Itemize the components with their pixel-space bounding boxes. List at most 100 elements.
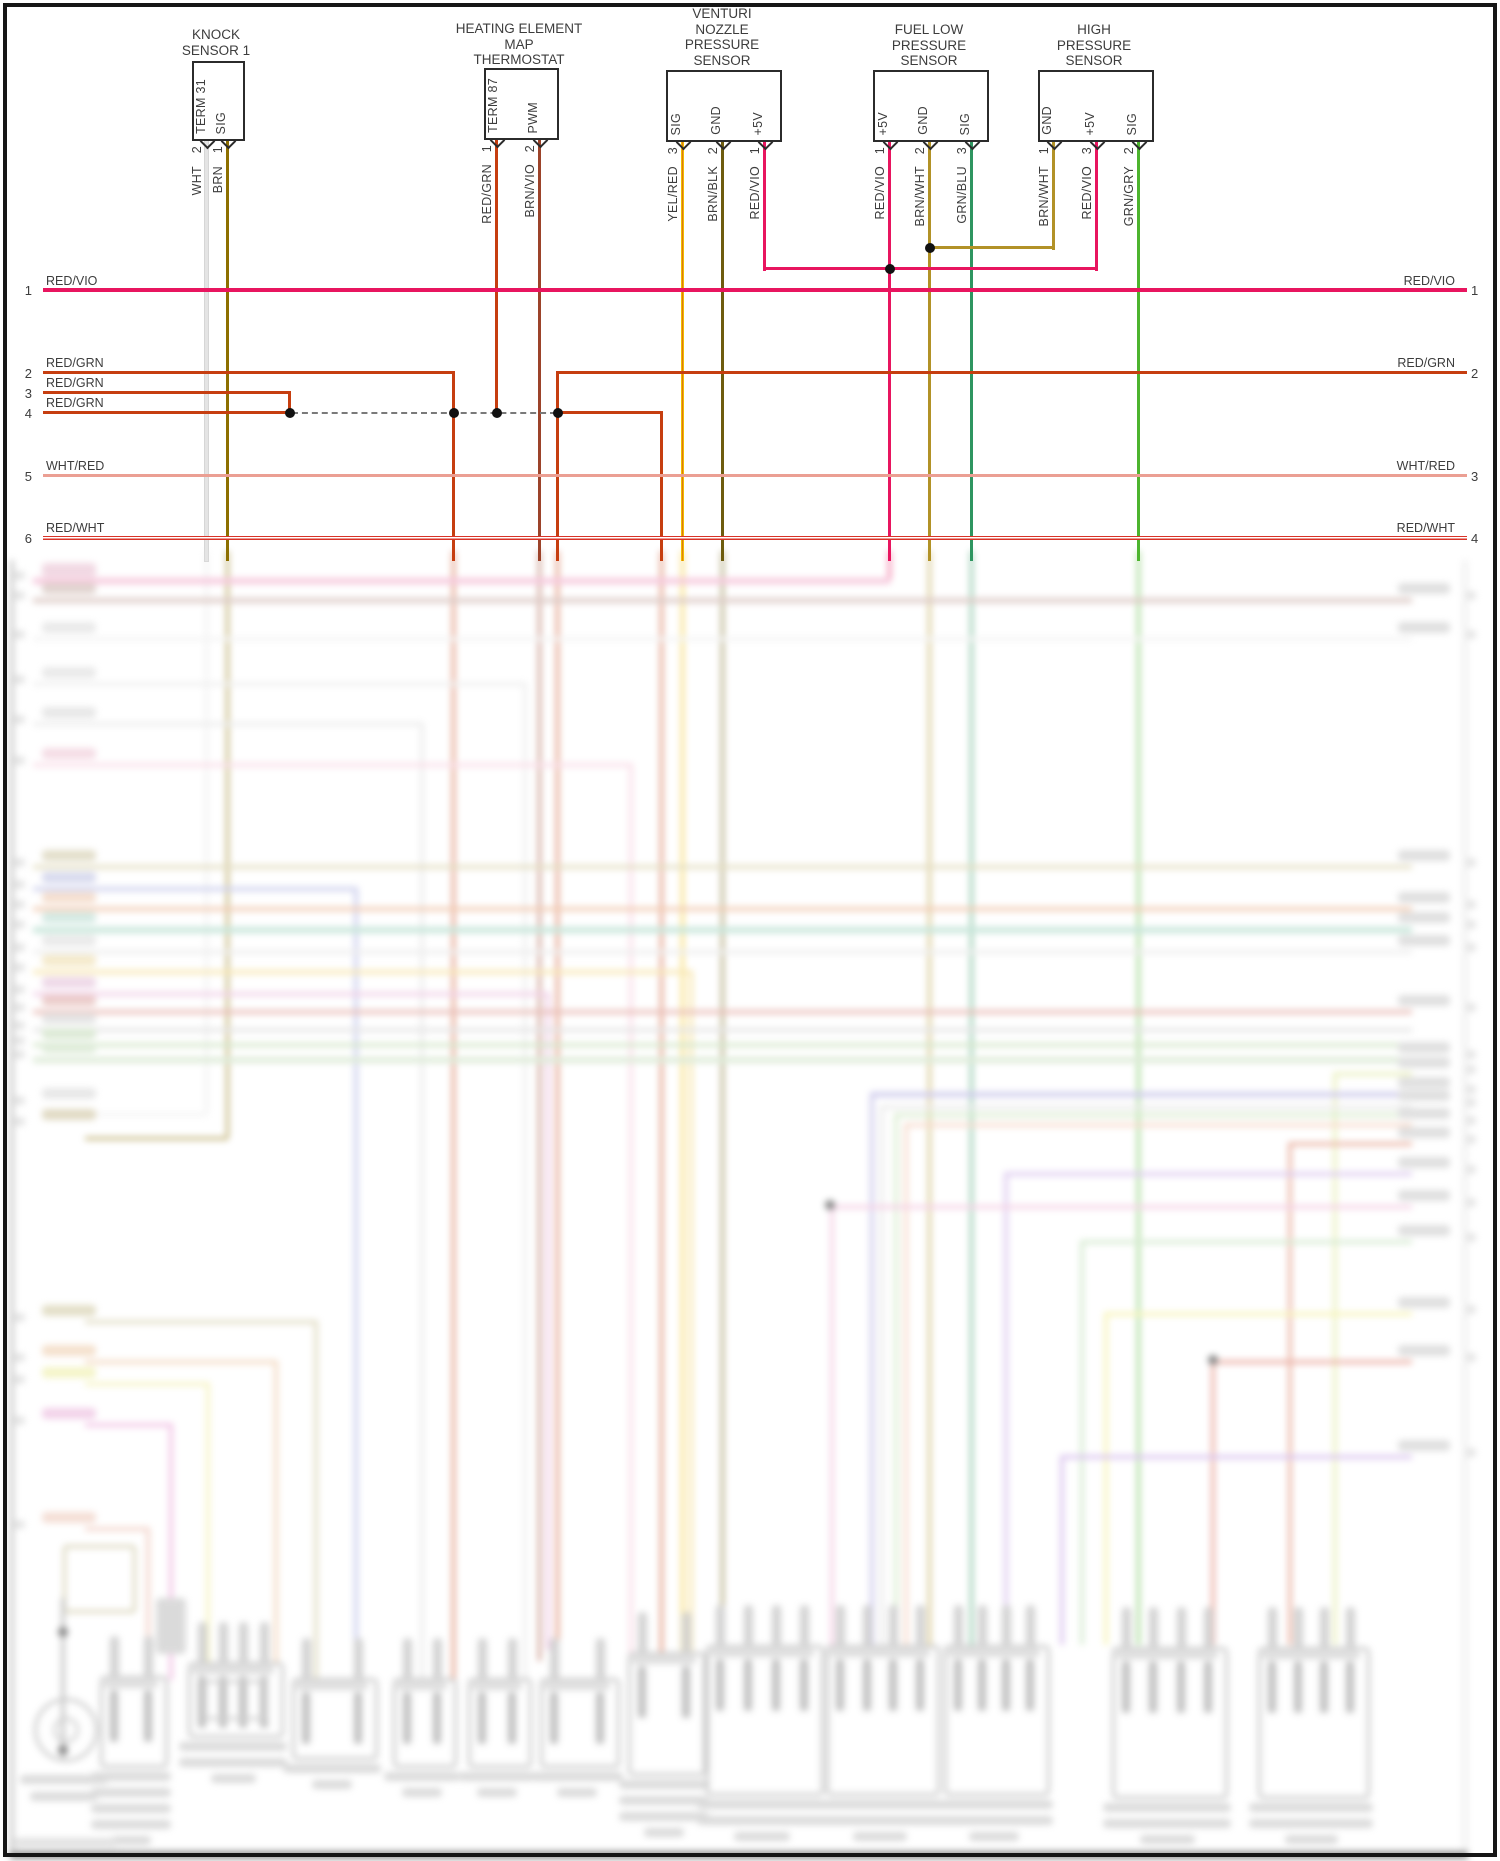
blurred-pin-stub	[1346, 1607, 1355, 1649]
blurred-label-smudge	[1139, 1835, 1195, 1844]
row5-whtred	[43, 474, 1467, 477]
wire-redgrn-drop-d	[556, 373, 559, 561]
blurred-label-smudge	[42, 566, 96, 577]
connector-box-venturi: SIG GND +5V	[666, 70, 782, 142]
wire-color-label: RED/VIO	[748, 166, 762, 220]
blurred-wire-vertical	[206, 1382, 210, 1685]
wire-redvio-venturi-5v	[763, 138, 766, 271]
blurred-label-smudge	[830, 1649, 930, 1657]
blurred-label-smudge	[30, 1792, 98, 1801]
blurred-label-smudge	[472, 1682, 522, 1690]
blurred-pin-bar	[478, 1692, 486, 1744]
wire-brnwht-high-gnd	[1052, 138, 1055, 250]
blurred-label-smudge	[817, 1800, 943, 1809]
blurred-wire-vertical	[556, 551, 559, 1691]
blurred-pin-bar	[302, 1692, 310, 1744]
blurred-component-loop	[63, 1545, 136, 1613]
blurred-pin-stub	[302, 1638, 311, 1680]
row2-redgrn-left	[43, 371, 455, 374]
blurred-label-smudge	[710, 1649, 814, 1657]
blurred-wire-vertical	[169, 1652, 173, 1680]
pin-number: 2	[913, 147, 927, 155]
blurred-label-smudge	[1103, 1819, 1231, 1828]
blurred-label-smudge	[14, 1353, 25, 1362]
row-number-right: 4	[1471, 531, 1479, 546]
row-number-left: 4	[24, 406, 32, 421]
blurred-label-smudge	[14, 630, 25, 639]
blurred-label-smudge	[1398, 622, 1450, 633]
blurred-wire-horizontal	[85, 1360, 276, 1364]
wire-redgrn-drop-b	[452, 373, 455, 561]
blurred-label-smudge	[14, 1096, 25, 1105]
blurred-pin-stub	[478, 1638, 487, 1680]
blurred-wire-vertical	[314, 1320, 318, 1680]
blurred-pin-bar	[889, 1659, 898, 1711]
blurred-label-smudge	[42, 1042, 96, 1053]
blurred-label-smudge	[42, 850, 96, 861]
blurred-wire-horizontal	[882, 1105, 1412, 1109]
junction-dot	[285, 408, 295, 418]
blurred-wire-horizontal	[1335, 1072, 1412, 1076]
blurred-pin-bar	[638, 1666, 646, 1718]
blurred-label-smudge	[42, 1305, 96, 1316]
blurred-pin-stub	[403, 1638, 412, 1680]
blurred-label-smudge	[42, 977, 96, 988]
pin-number: 2	[706, 147, 720, 155]
blurred-label-smudge	[1466, 943, 1476, 952]
blurred-wire-horizontal	[1062, 1455, 1412, 1459]
blurred-label-smudge	[1398, 1127, 1450, 1138]
blurred-pin-stub	[1122, 1607, 1131, 1649]
blurred-label-smudge	[544, 1682, 610, 1690]
blurred-pin-stub	[862, 1605, 872, 1647]
wire-redgrn-drop-right	[660, 413, 663, 561]
blurred-pin-bar	[1204, 1661, 1212, 1713]
pin-label: +5V	[876, 111, 890, 136]
blurred-label-smudge	[1398, 1077, 1450, 1088]
blurred-wire-vertical	[354, 887, 358, 1645]
wire-redgrn-row3-corner	[288, 393, 291, 415]
blurred-wire-vertical	[538, 551, 541, 1661]
blurred-label-smudge	[42, 1367, 96, 1378]
blurred-label-smudge	[42, 622, 96, 633]
blurred-pin-bar	[836, 1659, 844, 1711]
row-label-left: RED/GRN	[46, 396, 104, 410]
blurred-label-smudge	[156, 1598, 186, 1654]
blurred-wire-horizontal	[896, 1113, 1412, 1117]
blurred-label-smudge	[111, 1836, 151, 1845]
blurred-pin-stub	[682, 1612, 691, 1654]
pin-label: GND	[1040, 106, 1054, 135]
blurred-label-smudge	[1398, 583, 1450, 594]
blurred-label-smudge	[42, 872, 96, 883]
blurred-label-smudge	[14, 715, 25, 724]
blurred-pin-bar	[1346, 1661, 1354, 1713]
blurred-wire-vertical	[870, 1092, 874, 1645]
blurred-label-smudge	[1466, 920, 1476, 929]
blurred-label-smudge	[1466, 1165, 1476, 1174]
blurred-label-smudge	[1249, 1819, 1373, 1828]
pin-number: 2	[523, 145, 537, 153]
blurred-wire-horizontal	[10, 1851, 1468, 1859]
blurred-label-smudge	[14, 1838, 118, 1847]
blurred-wire-vertical	[904, 1123, 908, 1645]
wire-redvio-high-5v	[1095, 138, 1098, 271]
blurred-wire-vertical	[10, 560, 14, 1852]
row-label-left: RED/GRN	[46, 356, 104, 370]
blurred-diagram-continuation	[0, 551, 1500, 1861]
blurred-wire-vertical	[1288, 1142, 1292, 1645]
blurred-wire-horizontal	[33, 1010, 1412, 1014]
blurred-label-smudge	[644, 1828, 684, 1837]
blurred-label-smudge	[1398, 892, 1450, 903]
blurred-label-smudge	[42, 1088, 96, 1099]
blurred-label-smudge	[14, 920, 25, 929]
blurred-pin-stub	[716, 1605, 725, 1647]
wire-color-label: BRN	[211, 166, 225, 194]
blurred-label-smudge	[935, 1816, 1053, 1825]
blurred-wire-horizontal	[85, 1382, 208, 1386]
blurred-junction-dot	[58, 1627, 68, 1637]
blurred-label-smudge	[1466, 1448, 1476, 1457]
blurred-wire-vertical	[420, 722, 424, 1690]
blurred-label-smudge	[91, 1804, 171, 1813]
blurred-wire-horizontal	[33, 682, 525, 686]
blurred-pin-stub	[596, 1638, 605, 1680]
connector-box-fuel-low: +5V GND SIG	[873, 70, 989, 142]
